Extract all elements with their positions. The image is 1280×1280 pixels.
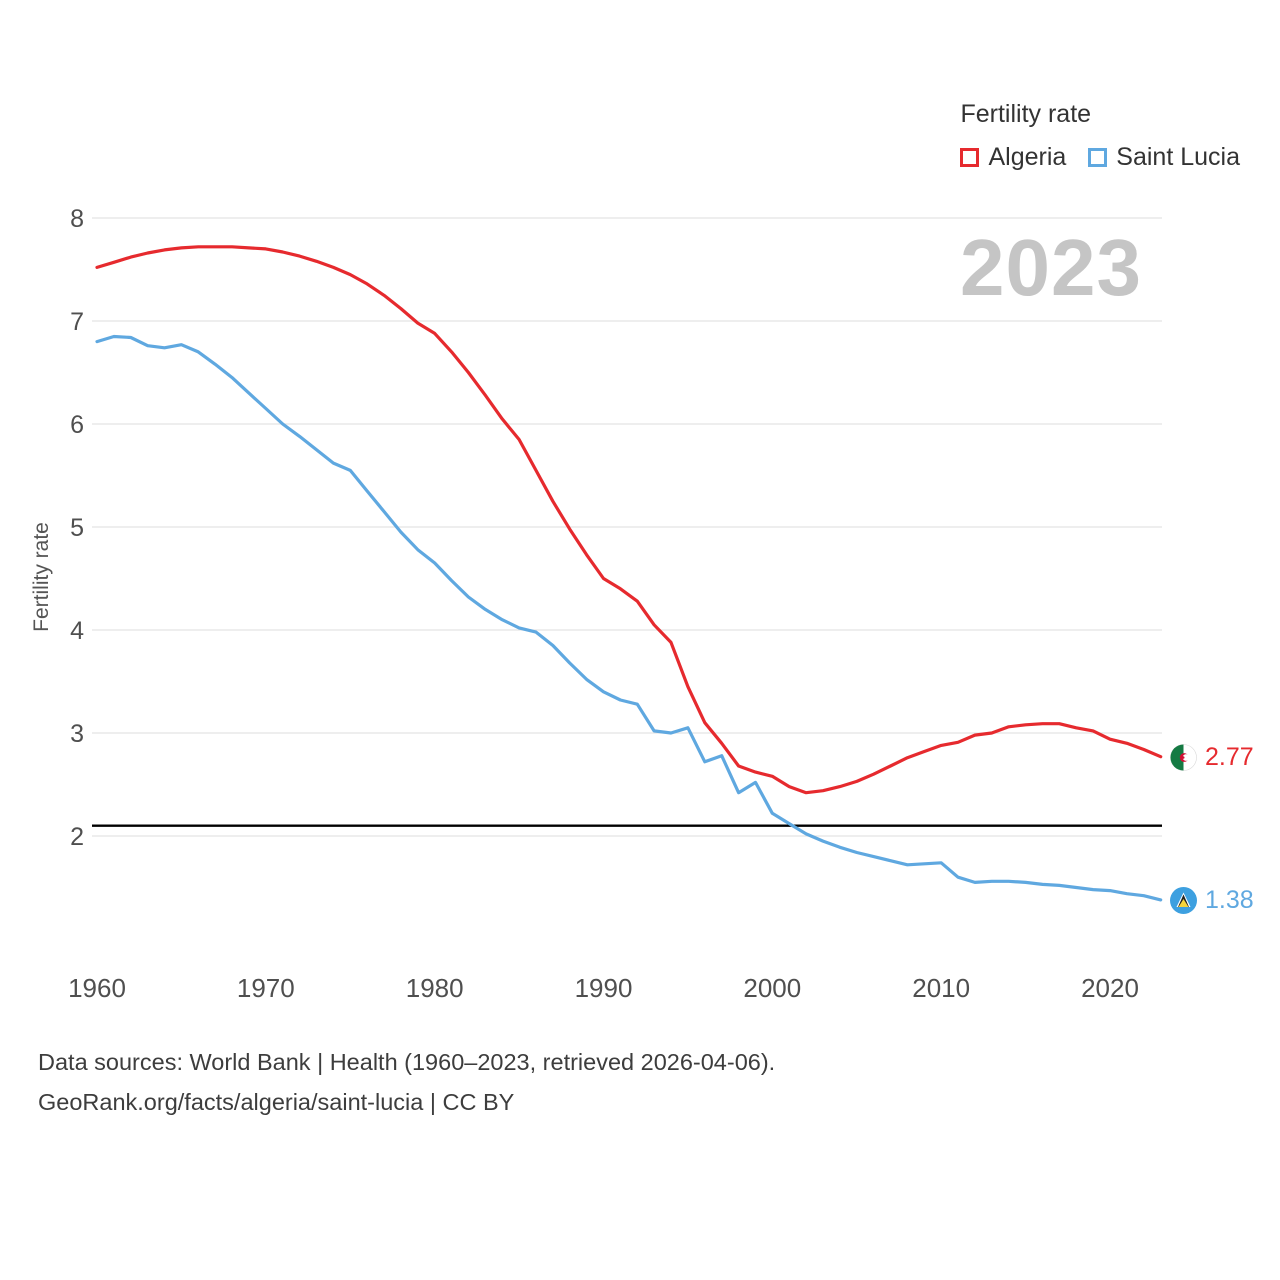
footer: Data sources: World Bank | Health (1960–… — [38, 1042, 775, 1122]
saint-lucia-end-value: 1.38 — [1205, 885, 1254, 914]
legend-items: Algeria Saint Lucia — [960, 143, 1240, 172]
saint-lucia-flag-icon — [1170, 886, 1197, 914]
x-tick-label-2000: 2000 — [743, 973, 801, 1003]
y-tick-label-6: 6 — [70, 411, 84, 439]
y-tick-label-8: 8 — [70, 205, 84, 233]
algeria-end-value: 2.77 — [1205, 742, 1254, 771]
legend-item-algeria-label: Algeria — [988, 143, 1067, 171]
x-tick-label-2010: 2010 — [912, 973, 970, 1003]
y-tick-label-7: 7 — [70, 308, 84, 336]
algeria-swatch-icon — [960, 148, 980, 167]
x-tick-label-2020: 2020 — [1081, 973, 1139, 1003]
legend: Fertility rate Algeria Saint Lucia — [960, 100, 1240, 172]
y-axis-label: Fertility rate — [30, 522, 53, 632]
saint-lucia-line — [95, 334, 1163, 902]
y-tick-label-3: 3 — [70, 720, 84, 748]
attribution-line: GeoRank.org/facts/algeria/saint-lucia | … — [38, 1082, 775, 1122]
saint-lucia-end-label: 1.38 — [1170, 886, 1254, 915]
x-tick-label-1960: 1960 — [68, 973, 126, 1003]
saint-lucia-swatch-icon — [1088, 148, 1108, 167]
legend-item-saint-lucia-label: Saint Lucia — [1116, 143, 1240, 171]
year-watermark: 2023 — [960, 223, 1142, 312]
algeria-end-label: 2.77 — [1170, 743, 1254, 772]
x-tick-label-1970: 1970 — [237, 973, 295, 1003]
y-tick-label-2: 2 — [70, 823, 84, 851]
y-tick-label-4: 4 — [70, 617, 84, 645]
legend-item-algeria[interactable]: Algeria — [960, 143, 1066, 172]
algeria-line — [95, 245, 1163, 795]
x-tick-label-1980: 1980 — [406, 973, 464, 1003]
license-label: | CC BY — [423, 1089, 515, 1115]
data-sources-line: Data sources: World Bank | Health (1960–… — [38, 1049, 776, 1075]
x-tick-label-1990: 1990 — [575, 973, 633, 1003]
georank-link[interactable]: GeoRank.org/facts/algeria/saint-lucia — [38, 1089, 424, 1115]
legend-title: Fertility rate — [960, 100, 1092, 128]
legend-item-saint-lucia[interactable]: Saint Lucia — [1088, 143, 1240, 172]
algeria-flag-icon — [1170, 743, 1197, 771]
y-tick-label-5: 5 — [70, 514, 84, 542]
